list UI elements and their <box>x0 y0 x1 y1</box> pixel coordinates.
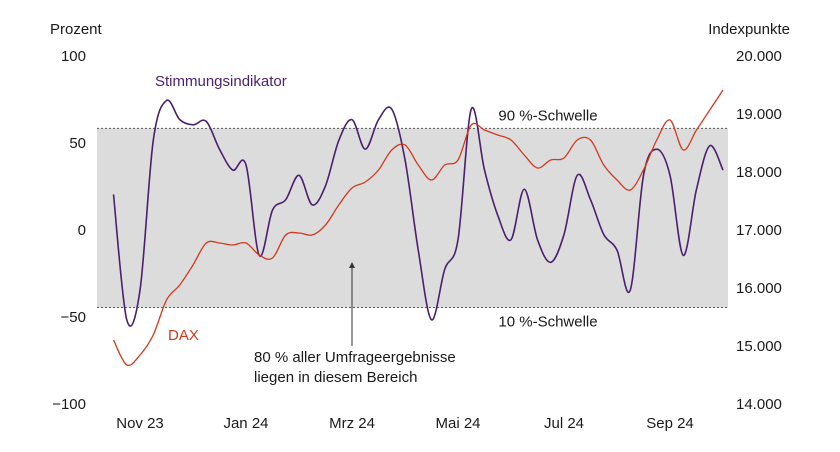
y2-tick-label: 15.000 <box>736 338 782 355</box>
x-tick-label: Mrz 24 <box>329 415 375 432</box>
y2-axis-label: Indexpunkte <box>708 21 790 38</box>
series-label: DAX <box>168 327 199 344</box>
threshold-label: 90 %-Schwelle <box>498 107 597 124</box>
y-tick-label: 0 <box>78 222 86 239</box>
threshold-label: 10 %-Schwelle <box>498 314 597 331</box>
x-tick-label: Mai 24 <box>435 415 480 432</box>
annotation: liegen in diesem Bereich <box>254 369 417 386</box>
x-tick-label: Nov 23 <box>116 415 164 432</box>
y-tick-label: −100 <box>52 396 86 413</box>
series-label: Stimmungsindikator <box>155 73 287 90</box>
y2-tick-label: 18.000 <box>736 164 782 181</box>
y2-tick-label: 19.000 <box>736 106 782 123</box>
x-tick-label: Jan 24 <box>223 415 268 432</box>
x-tick-label: Sep 24 <box>646 415 694 432</box>
y-axis-label: Prozent <box>50 21 103 38</box>
series-line <box>112 99 724 327</box>
y2-tick-label: 14.000 <box>736 396 782 413</box>
y2-tick-label: 17.000 <box>736 222 782 239</box>
y2-tick-label: 16.000 <box>736 280 782 297</box>
y-tick-label: 100 <box>61 48 86 65</box>
annotation: 80 % aller Umfrageergebnisse <box>254 349 456 366</box>
series-line <box>112 89 724 367</box>
y-tick-label: 50 <box>69 135 86 152</box>
y-tick-label: −50 <box>61 309 86 326</box>
annotation-arrowhead <box>349 262 355 268</box>
x-tick-label: Jul 24 <box>544 415 584 432</box>
y2-tick-label: 20.000 <box>736 48 782 65</box>
